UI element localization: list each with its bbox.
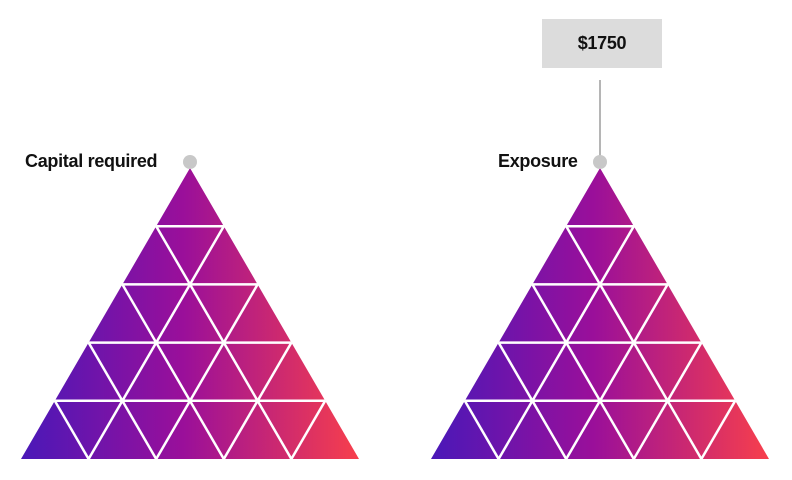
capital-required-label: Capital required xyxy=(25,151,158,171)
grid-line xyxy=(222,341,293,460)
pyramid-fill xyxy=(431,168,769,459)
grid-line xyxy=(121,283,225,460)
grid-line xyxy=(53,400,90,460)
capital-required-pyramid xyxy=(21,168,359,460)
grid-line xyxy=(565,283,669,460)
grid-line xyxy=(290,400,327,460)
exposure-marker-dot xyxy=(593,155,607,169)
exposure-value-callout: $1750 xyxy=(542,19,662,68)
grid-line xyxy=(632,341,703,460)
exposure-value: $1750 xyxy=(577,33,627,53)
exposure-label: Exposure xyxy=(498,151,578,171)
grid-line xyxy=(531,283,635,460)
pyramid-fill xyxy=(21,168,359,459)
grid-line xyxy=(497,341,568,460)
grid-line xyxy=(463,400,500,460)
capital-required-marker-dot xyxy=(183,155,197,169)
grid-line xyxy=(155,283,259,460)
grid-line xyxy=(700,400,737,460)
grid-line xyxy=(87,341,158,460)
exposure-pyramid xyxy=(431,168,769,460)
